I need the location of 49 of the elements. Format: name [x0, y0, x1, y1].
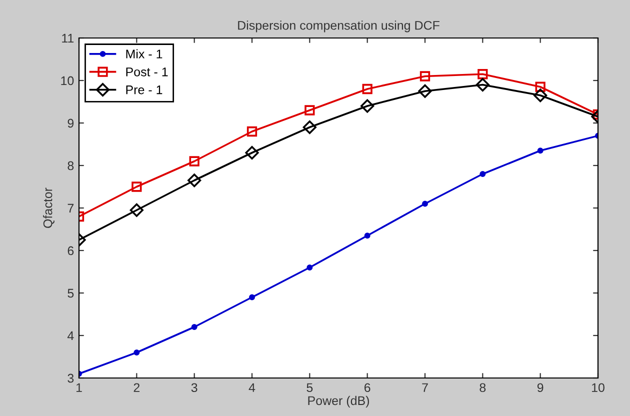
point — [134, 350, 140, 356]
point — [480, 171, 486, 177]
x-tick-label: 1 — [76, 383, 82, 392]
point — [535, 82, 546, 92]
point — [302, 120, 316, 134]
y-tick-label: 11 — [62, 34, 74, 43]
y-tick-label: 8 — [68, 161, 74, 170]
point — [189, 156, 200, 166]
point — [418, 84, 432, 98]
point — [364, 232, 370, 239]
legend-label: Pre - 1 — [126, 86, 162, 94]
x-tick-label: 4 — [248, 383, 256, 392]
y-tick-label: 4 — [67, 331, 74, 340]
x-tick-label: 3 — [191, 383, 198, 392]
point — [188, 174, 202, 188]
y-axis-title: Qfactor — [43, 188, 54, 228]
x-tick-label: 10 — [592, 383, 604, 392]
y-tick-label: 10 — [61, 76, 74, 86]
point — [537, 148, 544, 154]
point — [478, 69, 488, 80]
y-tick-label: 5 — [68, 288, 74, 298]
x-tick-label: 7 — [422, 383, 428, 392]
legend-label: Mix - 1 — [126, 49, 162, 58]
point — [306, 264, 313, 270]
point — [249, 294, 255, 300]
point — [420, 71, 430, 82]
point — [476, 78, 490, 92]
point — [191, 324, 198, 330]
point — [130, 203, 144, 217]
x-tick-label: 6 — [364, 383, 370, 392]
x-tick-label: 8 — [480, 383, 486, 392]
point — [304, 105, 315, 116]
point — [245, 146, 259, 160]
x-tick-label: 5 — [306, 383, 313, 392]
point — [362, 84, 372, 94]
y-tick-label: 3 — [68, 374, 74, 383]
y-tick-label: 7 — [68, 204, 74, 213]
y-tick-label: 6 — [68, 246, 74, 256]
x-tick-label: 9 — [537, 383, 544, 392]
legend-label: Post - 1 — [126, 68, 168, 76]
point — [246, 126, 258, 137]
point — [422, 200, 428, 207]
point — [132, 182, 142, 192]
x-tick-label: 2 — [134, 383, 140, 392]
chart-title: Dispersion compensation using DCF — [238, 20, 440, 32]
x-axis-title: Power (dB) — [308, 396, 369, 408]
point — [360, 99, 374, 113]
point — [534, 88, 548, 102]
y-tick-label: 9 — [68, 118, 74, 128]
